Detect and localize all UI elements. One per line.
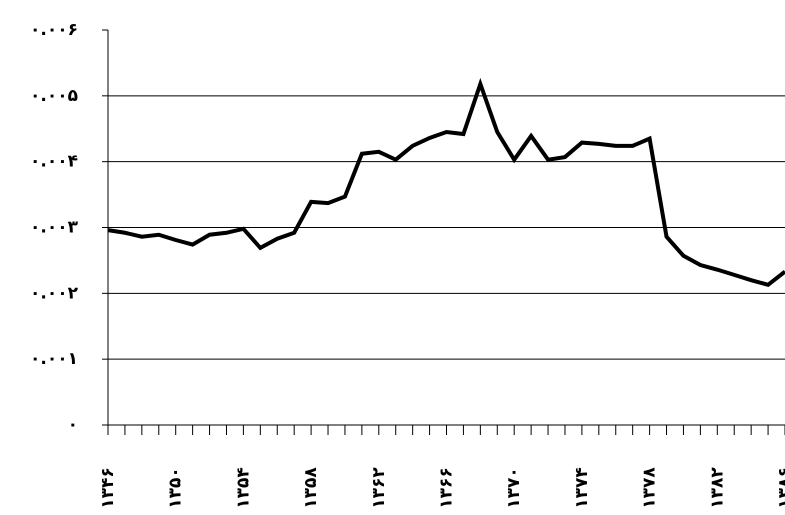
x-tick-label: ۱۳۵۰ [166, 467, 186, 509]
x-tick-label: ۱۳۷۸ [640, 467, 660, 509]
y-tick-label: ۰.۰۰۴ [30, 152, 78, 172]
x-tick-label: ۱۳۷۴ [572, 467, 592, 509]
y-tick-label: ۰.۰۰۵ [30, 86, 78, 106]
y-tick-label: ۰ [68, 415, 78, 435]
y-tick-label: ۰.۰۰۱ [30, 349, 78, 369]
x-tick-label: ۱۳۵۴ [233, 467, 253, 509]
data-line [108, 84, 785, 285]
chart: ۰ ۰.۰۰۱ ۰.۰۰۲ ۰.۰۰۳ ۰.۰۰۴ ۰.۰۰۵ ۰.۰۰۶ ۱۳۴۶ ۱۳۵۰ ۱… [0, 0, 785, 515]
x-tick-label: ۱۳۵۸ [301, 467, 321, 509]
y-tick-label: ۰.۰۰۶ [30, 20, 78, 40]
x-tick-label: ۱۳۷۰ [504, 467, 524, 509]
y-tick-label: ۰.۰۰۳ [30, 218, 79, 238]
x-tick-label: ۱۳۶۶ [437, 467, 457, 509]
x-tick-label: ۱۳۸۶ [775, 467, 785, 509]
x-tick-label: ۱۳۶۲ [369, 467, 389, 509]
x-tick-label: ۱۳۴۶ [98, 467, 118, 509]
x-tick-label: ۱۳۸۲ [707, 467, 727, 509]
y-tick-label: ۰.۰۰۲ [30, 283, 79, 303]
